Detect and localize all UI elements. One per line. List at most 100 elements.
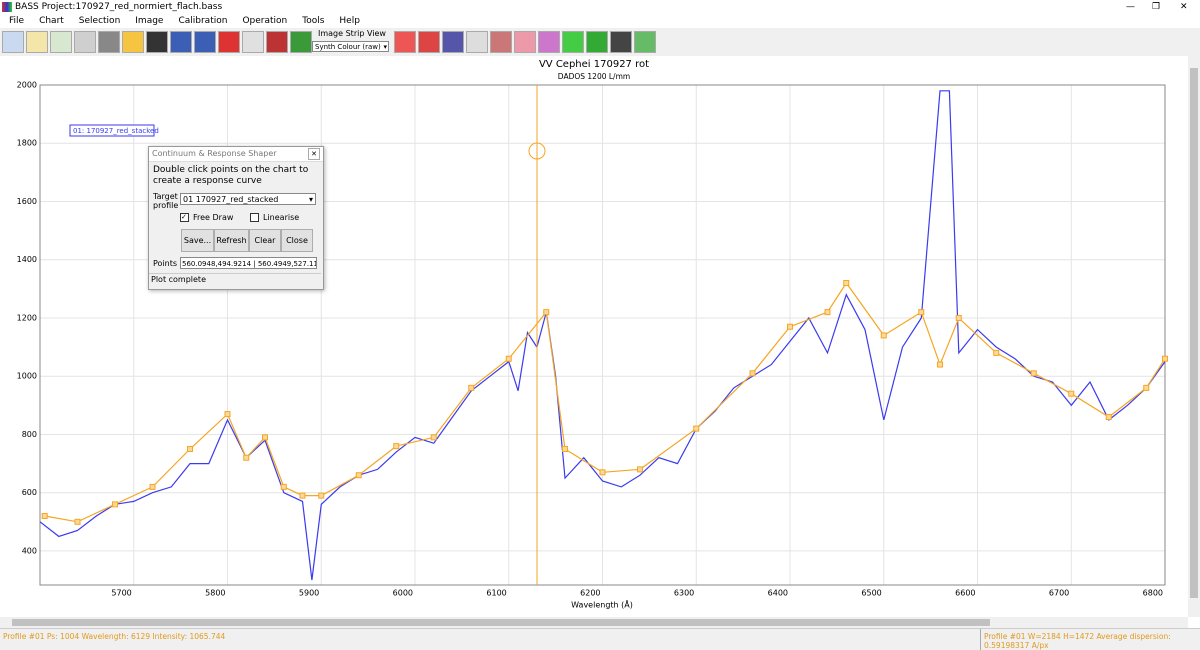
toolbar-button[interactable] (98, 31, 120, 53)
horizontal-scroll-thumb[interactable] (12, 619, 990, 626)
points-field[interactable]: 560.0948,494.9214 | 560.4949,527.1199 | … (180, 257, 317, 269)
dialog-button[interactable]: Close (281, 229, 313, 252)
toolbar-button[interactable] (74, 31, 96, 53)
toolbar-button[interactable] (490, 31, 512, 53)
points-label: Points (153, 259, 178, 268)
point-marker (749, 370, 756, 377)
menu-item[interactable]: Help (339, 16, 360, 26)
status-right: Profile #01 W=2184 H=1472 Average disper… (984, 632, 1171, 650)
point-marker (637, 466, 643, 473)
point-marker (224, 411, 231, 418)
target-value: 01 170927_red_stacked (183, 195, 279, 204)
toolbar-button[interactable] (442, 31, 464, 53)
dialog-button[interactable]: Refresh (214, 229, 249, 252)
dialog-button[interactable]: Save... (181, 229, 214, 252)
title-bar: BASS Project:170927_red_normiert_flach.b… (0, 0, 1200, 14)
chart-title: VV Cephei 170927 rot (539, 59, 649, 70)
x-tick-label: 6800 (1143, 589, 1163, 598)
point-marker (505, 355, 512, 362)
point-marker (843, 280, 850, 287)
menu-item[interactable]: Calibration (178, 16, 228, 26)
chart: VV Cephei 170927 rot DADOS 1200 L/mm Wav… (0, 56, 1200, 628)
y-tick-label: 600 (22, 488, 37, 497)
point-marker (243, 454, 250, 461)
y-tick-label: 1000 (17, 372, 37, 381)
y-tick-label: 400 (22, 546, 37, 555)
toolbar-button[interactable] (2, 31, 24, 53)
toolbar-button[interactable] (538, 31, 560, 53)
status-divider (980, 629, 981, 650)
toolbar-button[interactable] (634, 31, 656, 53)
status-bar: Profile #01 Ps: 1004 Wavelength: 6129 In… (0, 628, 1200, 650)
toolbar-button[interactable] (562, 31, 584, 53)
maximize-button[interactable]: ❐ (1152, 2, 1161, 12)
dialog-instruction: Double click points on the chart to crea… (153, 165, 309, 186)
points-value: 560.0948,494.9214 | 560.4949,527.1199 | … (182, 260, 316, 268)
minimize-button[interactable]: — (1126, 2, 1135, 12)
toolbar-button[interactable] (26, 31, 48, 53)
menu-item[interactable]: File (9, 16, 25, 26)
y-tick-label: 1400 (17, 255, 37, 264)
menu-item[interactable]: Tools (302, 16, 325, 26)
point-marker (693, 425, 700, 432)
menu-item[interactable]: Selection (78, 16, 121, 26)
point-marker (787, 323, 793, 330)
x-tick-label: 5800 (205, 589, 225, 598)
x-tick-label: 6700 (1049, 589, 1069, 598)
legend-entry: 01: 170927_red_stacked (73, 127, 159, 135)
point-marker (430, 434, 437, 441)
toolbar-button[interactable] (170, 31, 192, 53)
status-left: Profile #01 Ps: 1004 Wavelength: 6129 In… (3, 632, 226, 641)
x-axis-label: Wavelength (Å) (571, 599, 633, 610)
point-marker (468, 384, 475, 391)
toolbar-button[interactable] (242, 31, 264, 53)
point-marker (1162, 355, 1168, 362)
point-marker (824, 309, 831, 316)
dialog-status: Plot complete (149, 273, 321, 287)
y-tick-label: 2000 (17, 81, 37, 90)
close-button[interactable]: ✕ (1180, 2, 1188, 12)
menu-item[interactable]: Chart (39, 16, 64, 26)
menu-item[interactable]: Image (135, 16, 164, 26)
point-marker (318, 492, 325, 499)
toolbar-button[interactable] (194, 31, 216, 53)
toolbar-button[interactable] (146, 31, 168, 53)
point-marker (993, 349, 1000, 356)
x-tick-label: 5700 (111, 589, 131, 598)
point-marker (1105, 413, 1112, 420)
target-select[interactable]: 01 170927_red_stacked ▾ (180, 193, 316, 205)
chart-subtitle: DADOS 1200 L/mm (558, 72, 630, 81)
cursor-circle (528, 142, 546, 160)
toolbar-button[interactable] (610, 31, 632, 53)
toolbar-button[interactable] (290, 31, 312, 53)
toolbar-button[interactable] (586, 31, 608, 53)
x-tick-label: 6600 (955, 589, 975, 598)
menu-item[interactable]: Operation (242, 16, 288, 26)
toolbar-button[interactable] (514, 31, 536, 53)
linearise-checkbox[interactable] (250, 213, 259, 222)
point-marker (74, 518, 81, 525)
toolbar-button[interactable] (394, 31, 416, 53)
toolbar-button[interactable] (218, 31, 240, 53)
dialog-button[interactable]: Clear (249, 229, 281, 252)
point-marker (149, 483, 156, 490)
point-marker (1143, 384, 1150, 391)
dropdown-arrow: ▾ (383, 43, 387, 51)
point-marker (543, 309, 550, 316)
toolbar-button[interactable] (466, 31, 488, 53)
toolbar: Image Strip View Synth Colour (raw) ▾ (0, 28, 1200, 57)
toolbar-button[interactable] (266, 31, 288, 53)
dialog-close[interactable]: ✕ (308, 148, 320, 160)
strip-select[interactable]: Synth Colour (raw) ▾ (312, 41, 389, 52)
plot-frame (39, 84, 1166, 586)
free-draw-checkbox[interactable]: ✓ (180, 213, 189, 222)
point-marker (937, 361, 943, 368)
point-marker (41, 512, 48, 519)
vertical-scroll-thumb[interactable] (1190, 68, 1198, 598)
toolbar-button[interactable] (418, 31, 440, 53)
toolbar-button[interactable] (50, 31, 72, 53)
strip-label: Image Strip View (318, 29, 386, 38)
toolbar-button[interactable] (122, 31, 144, 53)
